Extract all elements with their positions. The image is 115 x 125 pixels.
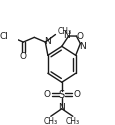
Text: CH₃: CH₃	[43, 116, 57, 125]
Text: O: O	[43, 90, 50, 99]
Text: O: O	[73, 90, 80, 99]
Text: N: N	[78, 42, 85, 51]
Text: CH₃: CH₃	[65, 116, 79, 125]
Text: CH₃: CH₃	[57, 27, 71, 36]
Text: N: N	[62, 31, 69, 40]
Text: O: O	[76, 32, 83, 41]
Text: N: N	[43, 37, 50, 46]
Text: Cl: Cl	[0, 32, 8, 41]
Text: N: N	[58, 103, 65, 112]
Text: S: S	[58, 90, 64, 100]
Text: O: O	[20, 52, 27, 61]
